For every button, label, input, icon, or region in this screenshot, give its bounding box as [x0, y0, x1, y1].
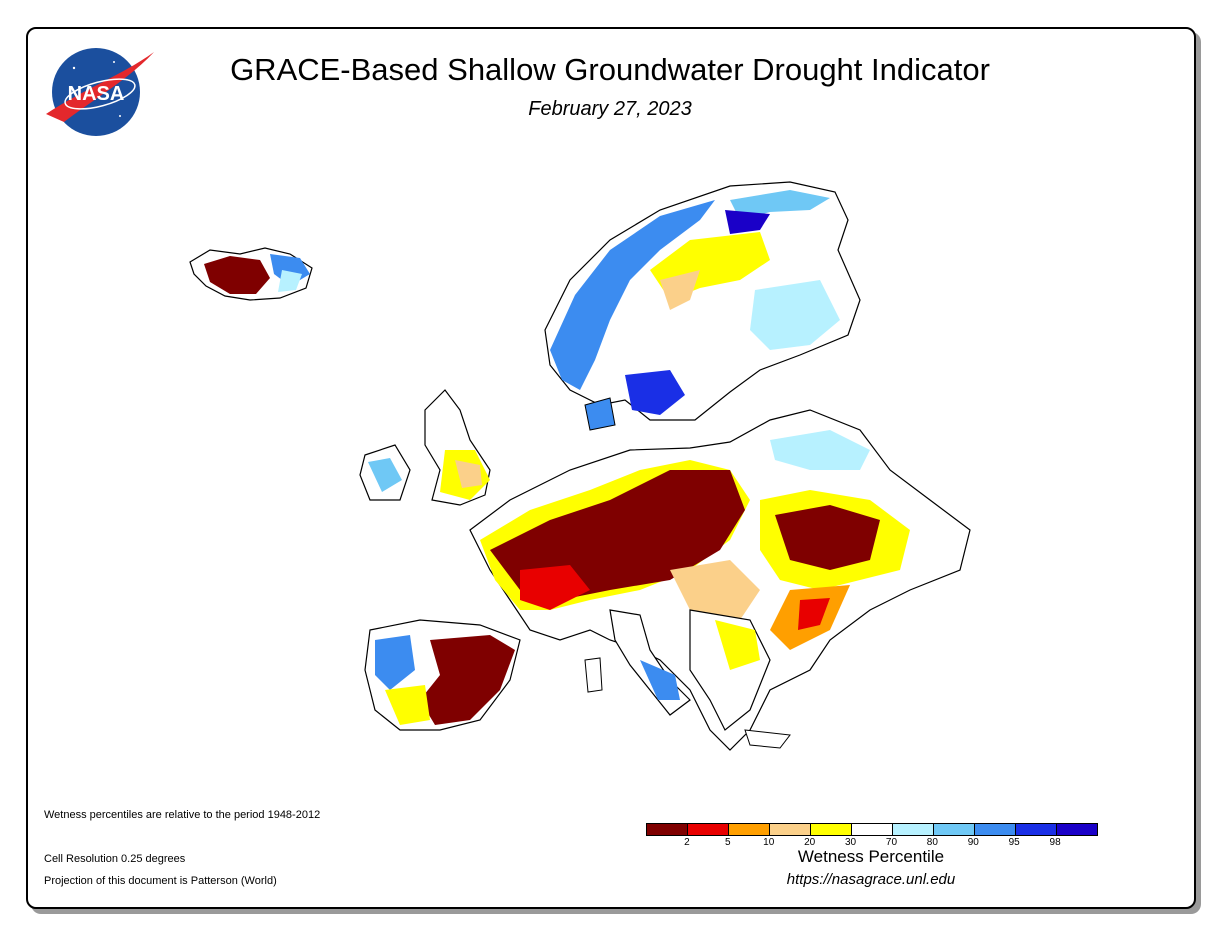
date-subtitle: February 27, 2023	[528, 98, 692, 120]
iberian-peninsula	[364, 619, 521, 731]
legend-swatch	[811, 824, 852, 835]
legend-swatch	[975, 824, 1016, 835]
legend-swatch	[934, 824, 975, 835]
resolution-note: Cell Resolution 0.25 degrees	[44, 853, 186, 865]
legend-tick-label: 95	[1008, 837, 1020, 848]
legend-swatch	[893, 824, 934, 835]
legend-tick-label: 70	[885, 837, 898, 848]
legend-swatch	[852, 824, 893, 835]
source-url[interactable]: https://nasagrace.unl.edu	[786, 871, 956, 888]
period-note: Wetness percentiles are relative to the …	[44, 809, 321, 821]
legend-swatch	[1016, 824, 1057, 835]
scandinavia	[544, 181, 861, 431]
italy-and-balkans	[584, 609, 791, 749]
legend-swatch	[647, 824, 688, 835]
legend-tick-label: 98	[1049, 837, 1061, 848]
europe-drought-map	[189, 181, 971, 751]
legend-tick-label: 30	[844, 837, 857, 848]
projection-note: Projection of this document is Patterson…	[44, 875, 277, 887]
legend-tick-label: 80	[926, 837, 938, 848]
legend-color-bar	[646, 823, 1098, 836]
continental-europe	[469, 409, 971, 751]
british-isles	[359, 389, 491, 506]
iceland	[189, 247, 313, 301]
legend-title: Wetness Percentile	[797, 847, 945, 866]
legend-swatch	[770, 824, 811, 835]
legend-swatch	[688, 824, 729, 835]
legend-tick-label: 2	[684, 837, 690, 848]
legend-swatch	[729, 824, 770, 835]
page-title: GRACE-Based Shallow Groundwater Drought …	[230, 52, 990, 87]
nasa-logo-text: NASA	[68, 83, 125, 105]
legend-tick-label: 90	[967, 837, 979, 848]
legend-swatch	[1057, 824, 1097, 835]
legend-tick-label: 5	[725, 837, 731, 848]
nasa-logo: NASA	[46, 48, 154, 136]
wetness-legend: 2 5 10 20 30 70 80 90 95 98 Wetness Percentile ht…	[646, 823, 1098, 888]
legend-tick-label: 10	[763, 837, 775, 848]
legend-tick-label: 20	[804, 837, 816, 848]
